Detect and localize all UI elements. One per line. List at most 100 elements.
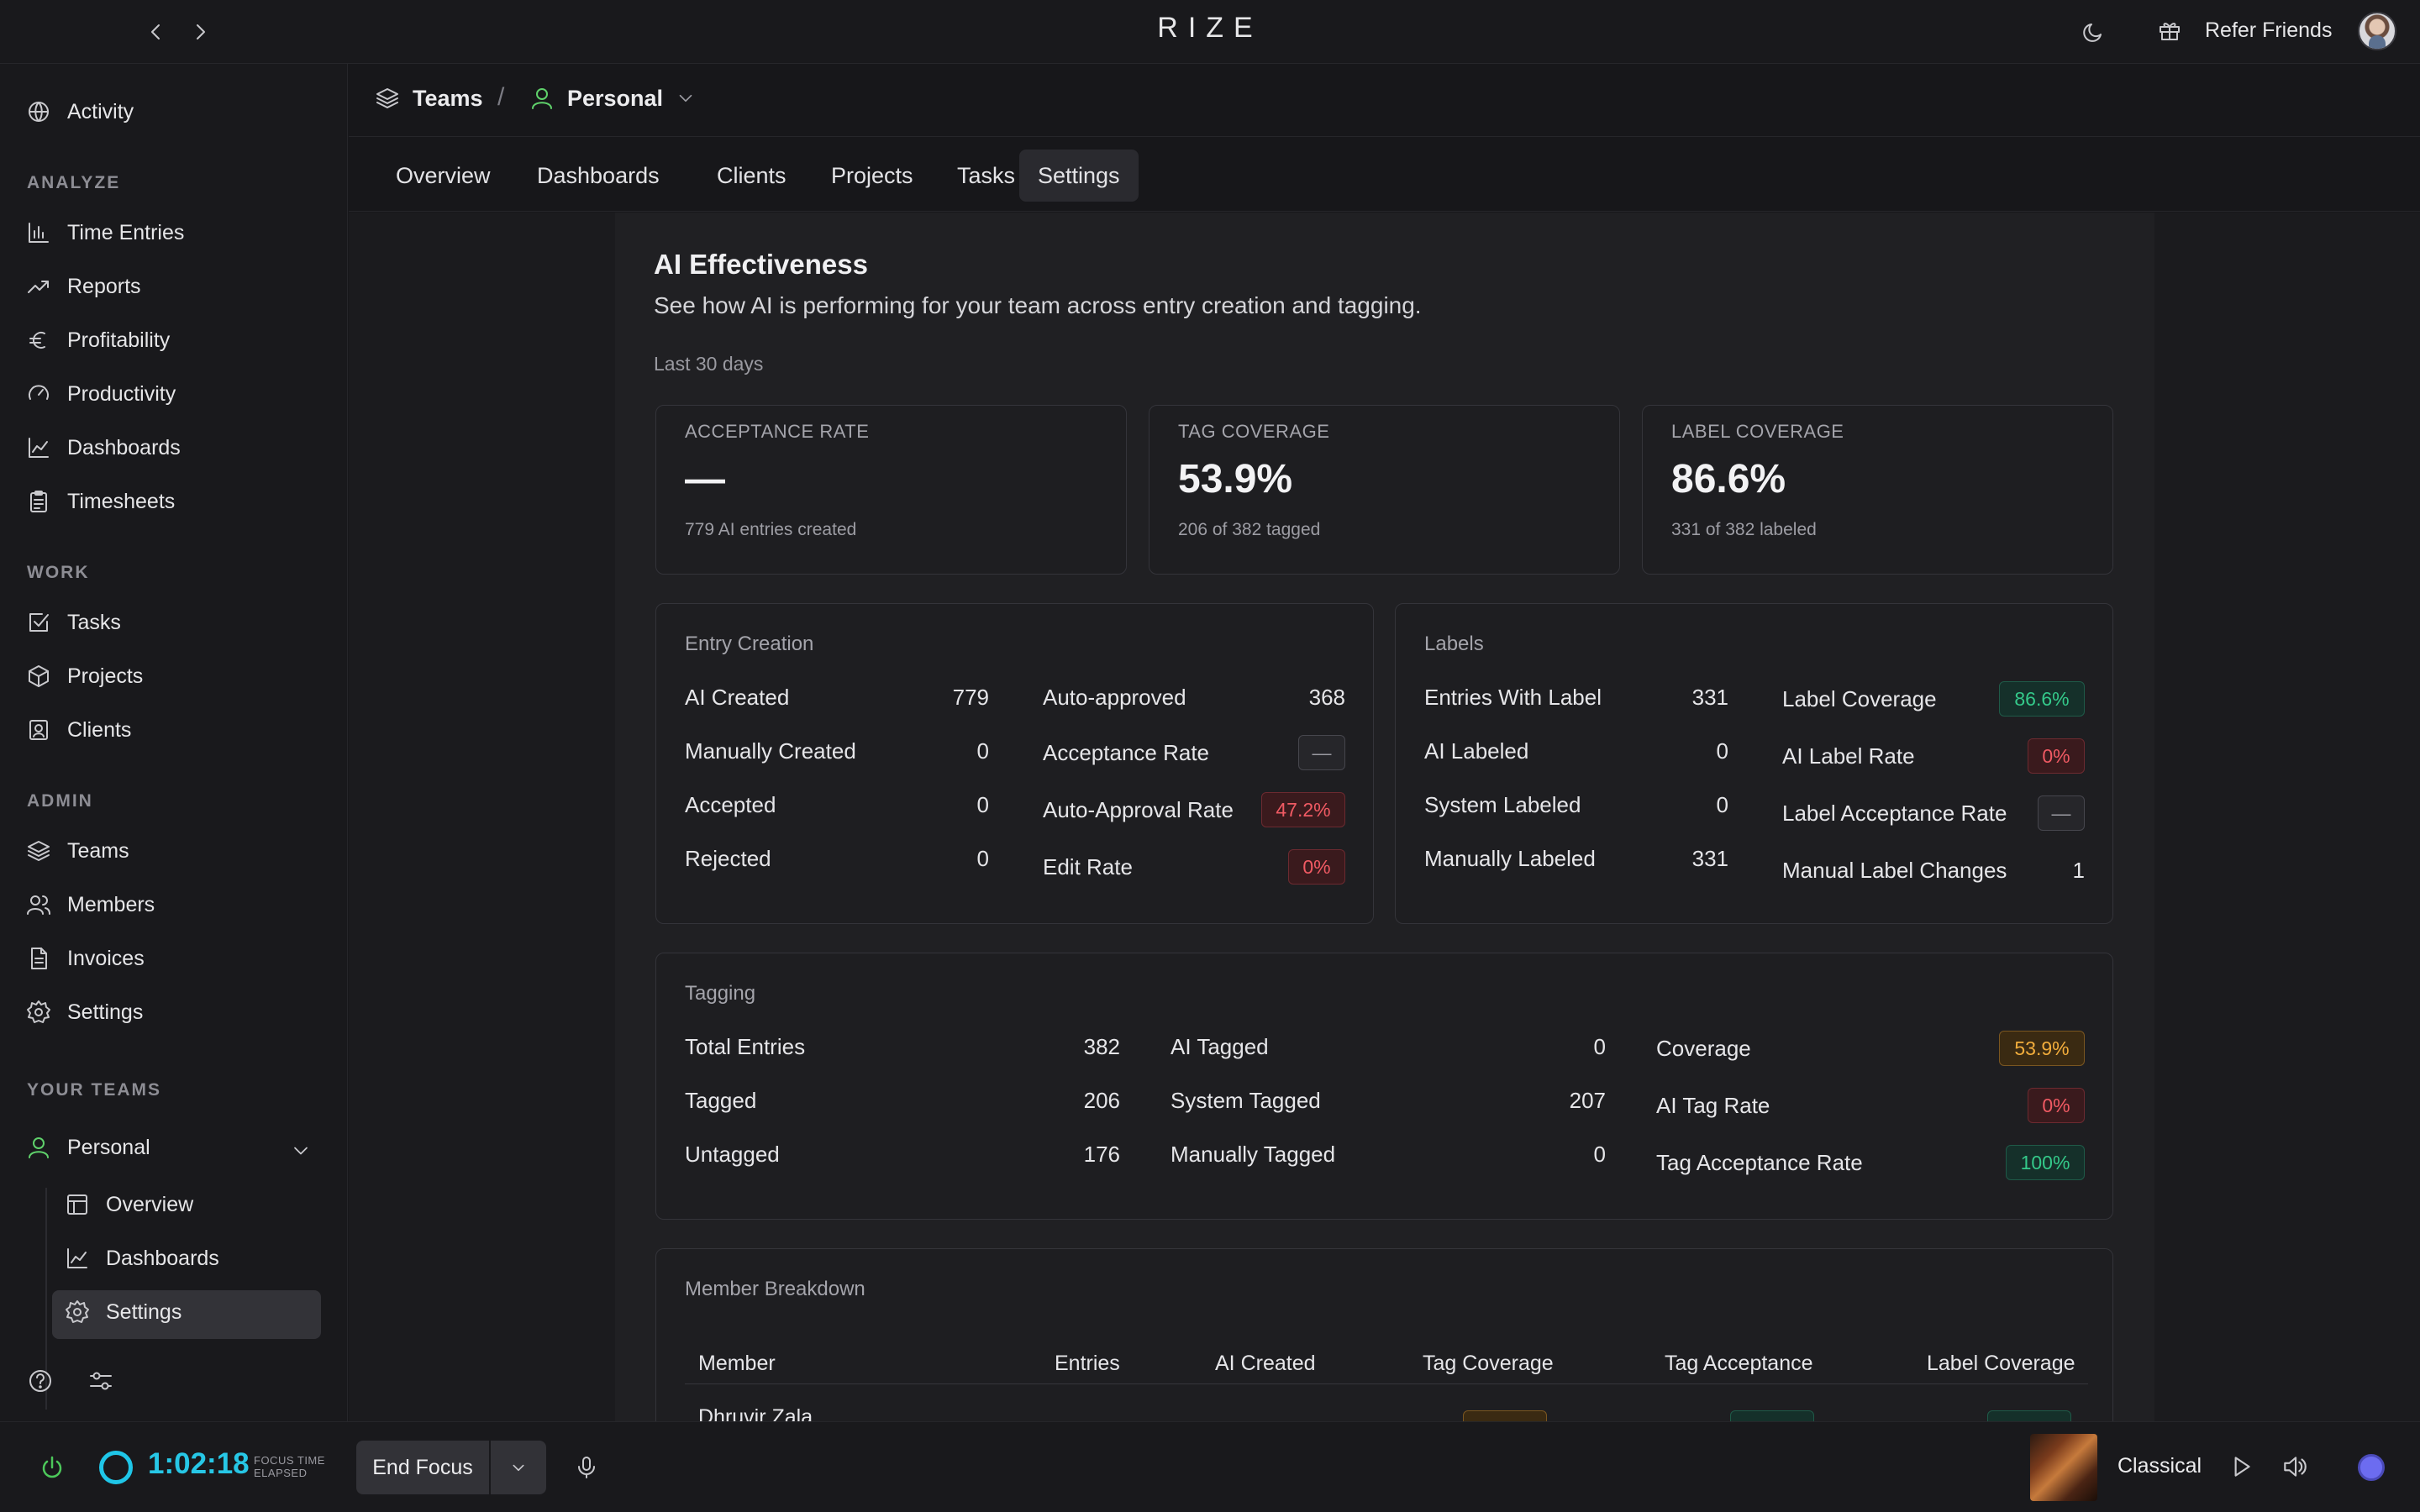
section-label-analyze: ANALYZE — [27, 173, 121, 192]
table-header-tag-acceptance[interactable]: Tag Acceptance — [1665, 1352, 1813, 1375]
stat-label: Label Acceptance Rate — [1782, 801, 2007, 826]
sidebar-item-label: Invoices — [67, 946, 145, 970]
sidebar-item-team-personal[interactable]: Personal — [25, 1131, 150, 1164]
sidebar-item-settings[interactable]: Settings — [25, 995, 143, 1029]
card-title: Labels — [1424, 633, 1484, 655]
sidebar-item-tasks[interactable]: Tasks — [25, 606, 121, 639]
sidebar-item-label: Dashboards — [106, 1246, 219, 1270]
breadcrumb-label: Personal — [567, 85, 664, 111]
stat-value: 0 — [1593, 1142, 1606, 1167]
chevron-down-icon[interactable] — [289, 1139, 313, 1163]
moon-icon[interactable] — [2081, 18, 2107, 45]
status-badge: — — [1298, 735, 1345, 770]
kpi-sub: 331 of 382 labeled — [1671, 520, 1817, 539]
back-arrow-icon[interactable] — [143, 18, 170, 45]
tab-dashboards[interactable]: Dashboards — [537, 162, 660, 188]
stat-label: Auto-Approval Rate — [1043, 797, 1234, 822]
cube-icon — [29, 665, 49, 687]
brand-logo: RIZE — [1157, 12, 1263, 44]
focus-caption: FOCUS TIME ELAPSED — [254, 1454, 325, 1479]
tab-clients[interactable]: Clients — [717, 162, 786, 188]
focus-timer: 1:02:18 — [148, 1447, 250, 1480]
page-description: See how AI is performing for your team a… — [654, 292, 1422, 318]
stat-value: 0 — [1716, 792, 1728, 817]
stat-value: 0 — [1716, 738, 1728, 764]
tab-overview[interactable]: Overview — [396, 162, 491, 188]
sidebar-item-teams[interactable]: Teams — [25, 834, 129, 868]
sidebar-item-clients[interactable]: Clients — [25, 713, 131, 747]
stat-label: AI Labeled — [1424, 738, 1529, 764]
sidebar-item-timesheets[interactable]: Timesheets — [25, 485, 175, 518]
stat-value: 779 — [952, 685, 989, 710]
status-badge: 0% — [1288, 849, 1345, 885]
tree-line — [45, 1188, 47, 1410]
sidebar-item-reports[interactable]: Reports — [25, 270, 141, 303]
card-title: Entry Creation — [685, 633, 814, 655]
globe-icon — [29, 102, 49, 122]
top-bar: RIZE Refer Friends — [0, 0, 2420, 64]
sidebar-item-team-settings[interactable]: Settings — [64, 1295, 182, 1329]
gear-icon — [27, 1000, 50, 1023]
table-header-ai-created[interactable]: AI Created — [1215, 1352, 1316, 1375]
tab-projects[interactable]: Projects — [831, 162, 913, 188]
line-chart-icon — [29, 438, 49, 458]
track-name[interactable]: Classical — [2118, 1454, 2202, 1478]
clipboard-icon — [30, 491, 47, 512]
avatar[interactable] — [2358, 12, 2396, 50]
breadcrumb-separator: / — [497, 83, 505, 111]
chevron-down-icon — [679, 94, 692, 102]
refer-friends-link[interactable]: Refer Friends — [2205, 18, 2333, 42]
sidebar-item-invoices[interactable]: Invoices — [25, 942, 145, 975]
table-header-label-coverage[interactable]: Label Coverage — [1927, 1352, 2075, 1375]
stat-label: Manually Labeled — [1424, 846, 1596, 871]
kpi-label: ACCEPTANCE RATE — [685, 421, 870, 442]
gift-icon[interactable] — [2156, 17, 2183, 44]
tab-settings[interactable]: Settings — [1019, 150, 1139, 202]
stat-value: 382 — [1083, 1034, 1120, 1059]
breadcrumb-teams[interactable]: Teams — [374, 85, 483, 112]
focus-caption-line: ELAPSED — [254, 1467, 308, 1479]
status-dot[interactable] — [2358, 1454, 2385, 1481]
table-header-member[interactable]: Member — [698, 1352, 776, 1375]
layers-icon — [376, 88, 398, 108]
sidebar-item-team-dashboards[interactable]: Dashboards — [64, 1242, 219, 1275]
sidebar-item-profitability[interactable]: Profitability — [25, 323, 170, 357]
sidebar-item-activity[interactable]: Activity — [25, 95, 134, 129]
sliders-icon[interactable] — [87, 1368, 114, 1394]
end-focus-button[interactable]: End Focus — [356, 1441, 489, 1494]
tab-tasks[interactable]: Tasks — [957, 162, 1016, 188]
gear-icon — [66, 1300, 89, 1323]
table-divider — [685, 1383, 2088, 1384]
sidebar-item-dashboards[interactable]: Dashboards — [25, 431, 181, 465]
power-icon[interactable] — [39, 1454, 66, 1481]
stat-label: Accepted — [685, 792, 776, 817]
active-item-highlight — [52, 1290, 321, 1339]
sidebar-item-label: Projects — [67, 664, 144, 688]
stat-label: AI Created — [685, 685, 790, 710]
check-square-icon — [29, 613, 49, 632]
contact-card-icon — [29, 720, 48, 740]
help-icon[interactable] — [27, 1368, 54, 1394]
play-icon[interactable] — [2227, 1452, 2255, 1481]
sidebar-item-productivity[interactable]: Productivity — [25, 377, 176, 411]
microphone-icon[interactable] — [573, 1454, 600, 1481]
volume-icon[interactable] — [2281, 1452, 2309, 1481]
table-header-tag-coverage[interactable]: Tag Coverage — [1423, 1352, 1554, 1375]
sidebar-item-label: Members — [67, 892, 155, 916]
kpi-label: LABEL COVERAGE — [1671, 421, 1844, 442]
table-header-entries[interactable]: Entries — [1055, 1352, 1120, 1375]
trending-up-icon — [28, 281, 49, 293]
layout-icon — [67, 1194, 87, 1215]
breadcrumb-team-select[interactable]: Personal — [529, 85, 697, 112]
status-badge: 53.9% — [1999, 1031, 2085, 1066]
forward-arrow-icon[interactable] — [187, 18, 213, 45]
end-focus-dropdown[interactable] — [491, 1441, 546, 1494]
sidebar-item-projects[interactable]: Projects — [25, 659, 143, 693]
sidebar-item-members[interactable]: Members — [25, 888, 155, 921]
sidebar-item-team-overview[interactable]: Overview — [64, 1188, 193, 1221]
tagging-card: Tagging Total Entries 382 Tagged 206 Unt… — [655, 953, 2113, 1220]
stat-value: 0 — [976, 792, 989, 817]
sidebar-item-label: Activity — [67, 99, 134, 123]
entry-creation-card: Entry Creation AI Created 779 Manually C… — [655, 603, 1374, 924]
sidebar-item-time-entries[interactable]: Time Entries — [25, 216, 184, 249]
